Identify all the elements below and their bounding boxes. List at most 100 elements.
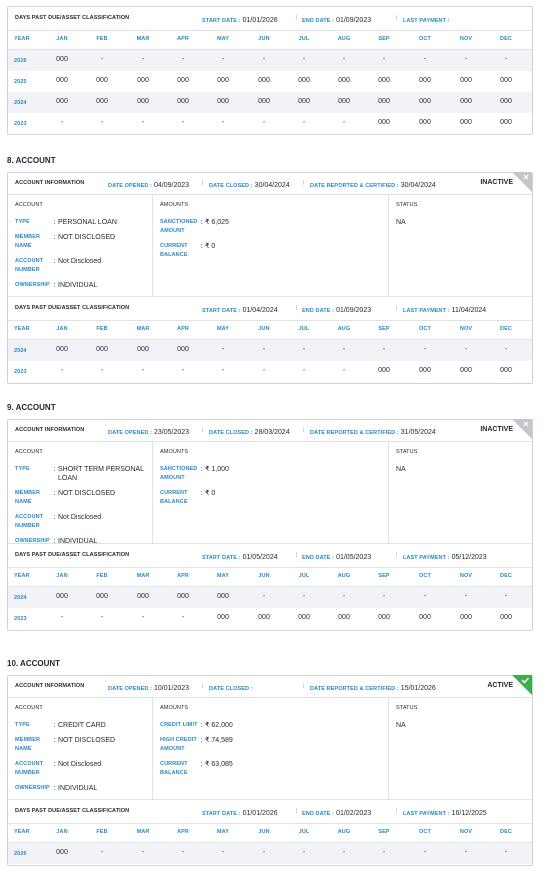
month-header: FEB bbox=[96, 829, 108, 835]
month-header: FEB bbox=[96, 36, 108, 42]
dpd-cell: 000 bbox=[137, 77, 149, 84]
month-header: JUN bbox=[258, 326, 270, 332]
dpd-cell: 000 bbox=[217, 77, 229, 84]
info-title: ACCOUNT INFORMATION bbox=[15, 427, 85, 433]
month-header: SEP bbox=[378, 36, 390, 42]
status-corner bbox=[512, 172, 532, 192]
date-opened-label: DATE OPENED : bbox=[108, 183, 152, 189]
dpd-cell: 000 bbox=[500, 119, 512, 126]
dpd-cell: - bbox=[141, 614, 145, 621]
row-shade bbox=[8, 340, 532, 361]
dpd-cell: - bbox=[342, 849, 346, 856]
month-header: MAY bbox=[216, 829, 230, 835]
field-label: MEMBER NAME bbox=[15, 737, 41, 752]
last-payment-label: LAST PAYMENT : bbox=[403, 308, 450, 314]
dpd-cell: 000 bbox=[258, 98, 270, 105]
amount-row: CREDIT LIMIT: ₹ 62,000 bbox=[160, 721, 385, 730]
end-date-label: END DATE : bbox=[302, 555, 335, 561]
inactive-icon bbox=[512, 172, 532, 192]
divider: | bbox=[202, 683, 204, 689]
field-label: ACCOUNT NUMBER bbox=[15, 258, 44, 273]
month-header: JUN bbox=[258, 36, 270, 42]
dpd-title: DAYS PAST DUE/ASSET CLASSIFICATION bbox=[15, 15, 130, 21]
dpd-cell: 000 bbox=[56, 98, 68, 105]
separator bbox=[8, 543, 532, 544]
amount-colon: : bbox=[200, 219, 203, 226]
month-header: AUG bbox=[337, 326, 351, 332]
status-tag: INACTIVE bbox=[480, 426, 513, 433]
amount-colon: : bbox=[200, 722, 203, 729]
date-opened-label: DATE OPENED : bbox=[108, 686, 152, 692]
end-date: END DATE :01/09/2023 bbox=[302, 303, 371, 316]
month-header: MAR bbox=[136, 326, 150, 332]
field-value: INDIVIDUAL bbox=[58, 785, 98, 792]
dpd-cell: - bbox=[262, 119, 266, 126]
field-value: Not Disclosed bbox=[58, 761, 102, 768]
start-date-label: START DATE : bbox=[202, 811, 241, 817]
field-value: Not Disclosed bbox=[58, 258, 102, 265]
field-label: ACCOUNT NUMBER bbox=[15, 514, 44, 529]
dpd-cell: 000 bbox=[56, 77, 68, 84]
year-cell: 2023 bbox=[14, 616, 27, 622]
amount-label: CURRENT BALANCE bbox=[160, 490, 188, 505]
status-tag: INACTIVE bbox=[480, 179, 513, 186]
dpd-cell: - bbox=[382, 346, 386, 353]
month-header: OCT bbox=[419, 36, 431, 42]
dpd-cell: - bbox=[302, 346, 306, 353]
month-header: NOV bbox=[459, 573, 473, 579]
start-date: START DATE :01/01/2026 bbox=[202, 806, 278, 819]
dpd-cell: - bbox=[221, 119, 225, 126]
dpd-cell: - bbox=[60, 614, 64, 621]
field-label: OWNERSHIP bbox=[15, 282, 50, 288]
col-title: ACCOUNT bbox=[15, 449, 43, 455]
date-opened: DATE OPENED :10/01/2023 bbox=[108, 681, 189, 694]
field-value: SHORT TERM PERSONAL LOAN bbox=[58, 466, 144, 482]
end-date-value: 01/05/2023 bbox=[336, 554, 372, 561]
dpd-cell: 000 bbox=[96, 346, 108, 353]
column-divider bbox=[152, 697, 153, 799]
column-divider bbox=[388, 441, 389, 543]
year-header: YEAR bbox=[14, 326, 30, 332]
field-row: ACCOUNT NUMBER: Not Disclosed bbox=[15, 257, 150, 275]
dpd-cell: - bbox=[60, 367, 64, 374]
col-title: STATUS bbox=[396, 705, 418, 711]
date-closed: DATE CLOSED :30/04/2024 bbox=[209, 178, 290, 191]
date-closed-value: 28/03/2024 bbox=[254, 429, 290, 436]
date-reported: DATE REPORTED & CERTIFIED :15/01/2026 bbox=[310, 681, 436, 694]
field-row: TYPE: PERSONAL LOAN bbox=[15, 218, 150, 227]
month-header: JUL bbox=[298, 829, 310, 835]
inactive-icon bbox=[512, 419, 532, 439]
dpd-cell: 000 bbox=[378, 98, 390, 105]
amount-value: ₹ 1,000 bbox=[205, 466, 229, 473]
dpd-cell: - bbox=[504, 849, 508, 856]
dpd-cell: - bbox=[262, 346, 266, 353]
account-box bbox=[7, 675, 533, 866]
field-row: ACCOUNT NUMBER: Not Disclosed bbox=[15, 513, 150, 531]
separator bbox=[8, 567, 532, 568]
separator bbox=[8, 339, 532, 340]
month-header: APR bbox=[177, 573, 189, 579]
dpd-cell: 000 bbox=[419, 98, 431, 105]
divider: | bbox=[296, 305, 298, 311]
last-payment: LAST PAYMENT :16/12/2025 bbox=[403, 806, 487, 819]
year-header: YEAR bbox=[14, 36, 30, 42]
dpd-cell: 000 bbox=[137, 98, 149, 105]
amount-row: CURRENT BALANCE: ₹ 0 bbox=[160, 489, 385, 507]
divider: | bbox=[296, 15, 298, 21]
month-header: FEB bbox=[96, 326, 108, 332]
amount-value: ₹ 0 bbox=[205, 490, 216, 497]
date-opened-value: 10/01/2023 bbox=[153, 685, 190, 692]
field-row: TYPE: SHORT TERM PERSONAL LOAN bbox=[15, 465, 150, 483]
dpd-cell: - bbox=[302, 849, 306, 856]
dpd-cell: - bbox=[464, 56, 468, 63]
amount-label: SANCTIONED AMOUNT bbox=[160, 466, 198, 481]
amount-value: ₹ 62,000 bbox=[205, 722, 233, 729]
end-date-value: 01/02/2023 bbox=[336, 810, 372, 817]
dpd-cell: 000 bbox=[56, 849, 68, 856]
dpd-cell: - bbox=[464, 346, 468, 353]
dpd-cell: - bbox=[342, 56, 346, 63]
year-cell: 2024 bbox=[14, 348, 27, 354]
field-value: PERSONAL LOAN bbox=[58, 219, 117, 226]
start-date-value: 01/01/2026 bbox=[242, 810, 278, 817]
dpd-cell: - bbox=[221, 849, 225, 856]
